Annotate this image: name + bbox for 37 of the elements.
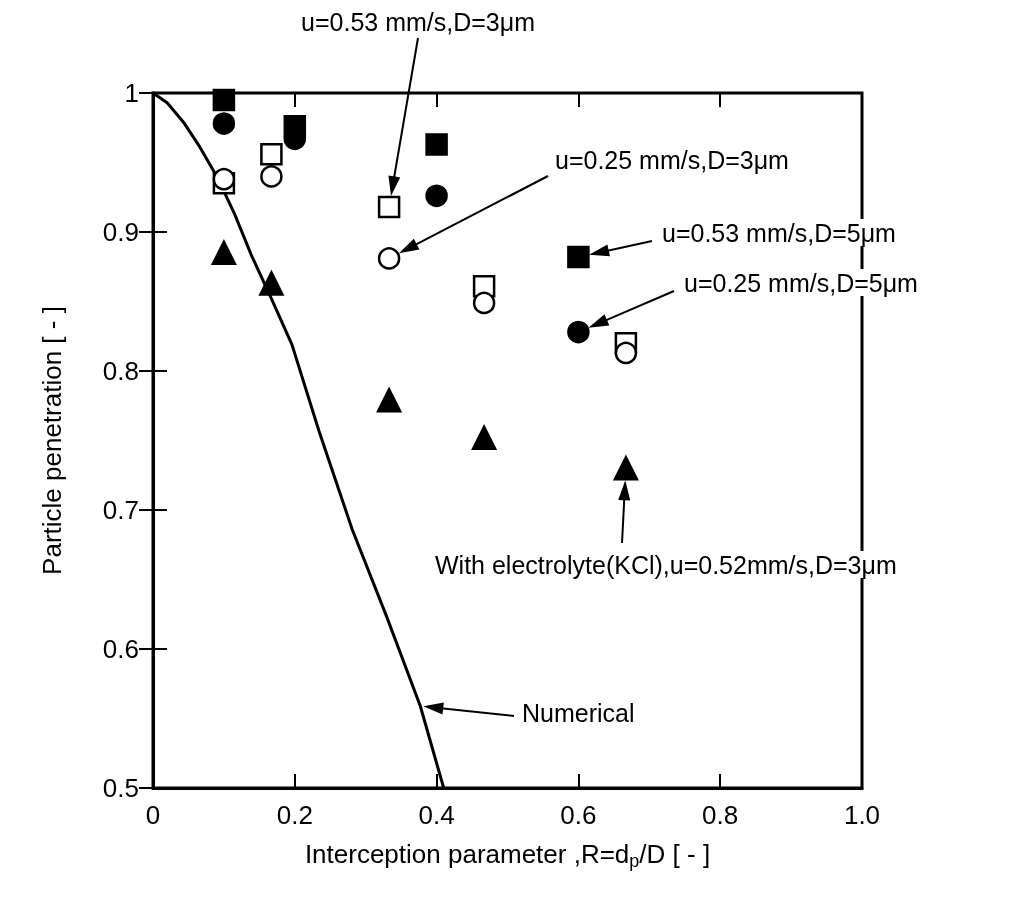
y-tick-label: 1 (124, 78, 139, 108)
y-axis-title: Particle penetration [ - ] (37, 306, 67, 575)
point (259, 271, 284, 296)
annotation: Numerical (522, 698, 635, 727)
point (425, 184, 448, 208)
text: u=0.53 mm/s,D=3μm (301, 7, 535, 36)
y-tick-label: 0.6 (102, 634, 139, 664)
point (212, 88, 236, 112)
y-tick-label: 0.5 (102, 773, 139, 803)
point (472, 291, 496, 315)
x-tick-label: 0.8 (702, 800, 739, 830)
x-tick-label: 0.4 (418, 800, 455, 830)
point (471, 425, 497, 450)
point (376, 387, 402, 413)
y-tick-label: 0.7 (102, 495, 139, 525)
annotation: u=0.25 mm/s,D=5μm (684, 268, 918, 297)
point (425, 133, 448, 156)
x-tick-label: 0.6 (560, 800, 597, 830)
x-tick-label: 0 (145, 800, 161, 830)
point (260, 165, 283, 188)
point (260, 142, 283, 166)
point (377, 247, 401, 270)
y-tick-label: 0.9 (102, 217, 139, 247)
point (614, 341, 638, 365)
x-tick-label: 0.2 (276, 800, 313, 830)
point (613, 456, 639, 481)
point (212, 167, 236, 191)
annotation: u=0.53 mm/s,D=5μm (662, 218, 896, 247)
y-tick-label: 0.8 (102, 356, 139, 386)
point (212, 112, 236, 135)
point (567, 245, 590, 269)
point (567, 320, 590, 344)
annotation: With electrolyte(KCl),u=0.52mm/s,D=3μm (435, 550, 897, 579)
x-tick-label: 1.0 (843, 800, 881, 830)
annotation: u=0.25 mm/s,D=3μm (555, 145, 789, 174)
point (377, 195, 401, 219)
point (211, 240, 237, 266)
